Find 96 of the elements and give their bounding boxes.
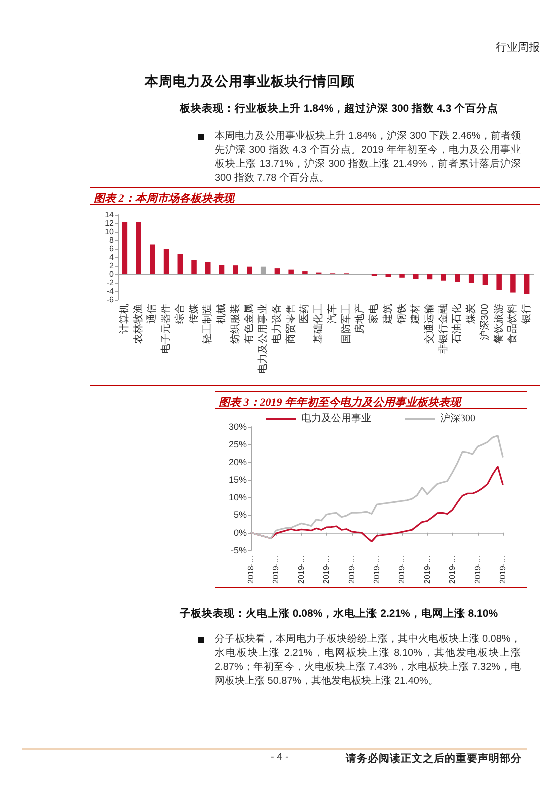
text: 本周电力及公用事业板块上升 1.84%，沪深 300 下跌 2.46%，前者领先沪深 300 指数 4.3 个百分点。2019 年年初至今，电力及公用事业板块上涨 13.71%，沪深 300 指数上涨 21.49%，前者累计落后沪深 300 指数 7.78 个百分点。 (215, 130, 521, 186)
y-tick-label: -5% (230, 546, 247, 556)
y-tick-label: 10% (228, 492, 247, 503)
x-tick-label: 通信 (146, 304, 158, 324)
bar (247, 266, 252, 274)
x-tick-label: 煤炭 (465, 304, 478, 324)
text: 子板块表现：火电上涨 0.08%，水电上涨 2.21%，电网上涨 8.10% (180, 607, 498, 621)
x-tick-label: 餐饮旅游 (492, 304, 505, 344)
x-tick-label: 电力设备 (270, 304, 283, 344)
bar (455, 274, 460, 282)
x-tick-label: 2019-… (322, 556, 332, 584)
text: - 4 - (271, 752, 289, 763)
x-tick-label: 2019-… (422, 556, 432, 584)
x-tick-label: 轻工制造 (202, 304, 214, 344)
x-tick-label: 纺织服装 (229, 304, 242, 344)
y-tick-label: 2 (110, 262, 115, 270)
bar (136, 222, 142, 274)
bar (122, 222, 128, 274)
x-tick-label: 2019-… (498, 556, 508, 584)
x-tick-label: 机械 (216, 304, 228, 324)
bar (192, 260, 197, 274)
text: 本周电力及公用事业板块行情回顾 (145, 73, 355, 91)
bar (233, 266, 238, 274)
x-tick-label: 电子元器件 (160, 304, 172, 354)
x-tick-label: 2019-… (272, 556, 281, 584)
legend-label: 电力及公用事业 (302, 412, 372, 424)
bar (302, 272, 308, 274)
x-tick-label: 非银行金融 (437, 304, 450, 354)
x-tick-label: 银行 (522, 304, 533, 325)
x-tick-label: 交通运输 (424, 304, 436, 344)
y-tick-label: 12 (105, 219, 115, 228)
y-tick-label: -6 (106, 296, 115, 304)
chart-title: 图表 2：本周市场各板块表现 (94, 193, 234, 205)
x-tick-label: 2019-… (473, 556, 482, 584)
y-tick-label: 30% (228, 422, 247, 432)
x-tick-label: 2019-… (448, 556, 458, 584)
x-tick-label: 2019-… (296, 556, 306, 584)
bar (400, 274, 405, 278)
y-tick-label: 8 (110, 236, 115, 245)
x-tick-label: 农林牧渔 (132, 304, 144, 344)
y-tick-label: -2 (106, 278, 115, 288)
y-tick-label: 20% (228, 457, 247, 468)
legend-label: 沪深300 (440, 412, 476, 424)
x-tick-label: 2019-… (372, 556, 382, 584)
y-tick-label: 0% (234, 528, 247, 538)
y-tick-label: 6 (110, 244, 115, 254)
x-tick-label: 计算机 (118, 304, 130, 334)
bar (427, 274, 433, 280)
bar (219, 265, 225, 274)
bar (468, 274, 474, 284)
x-tick-label: 建材 (410, 304, 422, 325)
x-tick-label: 综合 (174, 304, 186, 324)
y-tick-label: 10 (105, 228, 115, 236)
x-tick-label: 建筑 (382, 304, 394, 325)
bar (482, 274, 488, 286)
x-tick-label: 沪深300 (478, 304, 491, 341)
text: 请务必阅读正文之后的重要声明部分 (346, 752, 522, 766)
x-tick-label: 2019-… (347, 556, 356, 584)
text: 分子板块看，本周电力子板块纷纷上涨，其中火电板块上涨 0.08%，水电板块上涨 2.21%，电网板块上涨 8.10%，其他发电板块上涨 2.87%；年初至今，火电板块上涨 7.43%，水电板块上涨 7.32%，电网板块上涨 50.87%，其他发电板块上涨 21.40%。 (215, 633, 521, 689)
x-tick-label: 钢铁 (396, 304, 408, 325)
text: 行业周报 (496, 41, 540, 55)
y-tick-label: 15% (228, 474, 247, 485)
bar (441, 274, 446, 281)
bar (206, 262, 211, 274)
bar (178, 254, 184, 274)
x-tick-label: 2019-… (398, 556, 407, 584)
bar (386, 274, 392, 278)
y-tick-label: 5% (234, 510, 247, 520)
bar (288, 270, 294, 274)
y-tick-label: 14 (105, 210, 115, 220)
x-tick-label: 传媒 (188, 304, 200, 324)
x-tick-label: 石油石化 (451, 304, 464, 344)
bar (150, 244, 156, 274)
x-tick-label: 有色金属 (243, 304, 256, 344)
y-tick-label: 4 (110, 253, 115, 262)
bar (496, 274, 502, 290)
text: 板块表现：行业板块上升 1.84%，超过沪深 300 指数 4.3 个百分点 (180, 102, 498, 116)
bar (274, 268, 280, 274)
x-tick-label: 房地产 (354, 304, 366, 334)
bar (414, 274, 419, 280)
x-tick-label: 基础化工 (312, 304, 325, 344)
x-tick-label: 家电 (368, 304, 380, 324)
y-tick-label: -4 (106, 287, 115, 296)
bar (510, 274, 516, 293)
x-tick-label: 医药 (298, 304, 311, 324)
x-tick-label: 汽车 (326, 304, 338, 324)
y-tick-label: 25% (228, 440, 247, 450)
y-tick-label: 0 (110, 270, 115, 279)
x-tick-label: 商贸零售 (284, 304, 297, 344)
bar (524, 274, 530, 294)
x-tick-label: 国防军工 (340, 304, 352, 344)
x-tick-label: 电力及公用事业 (257, 304, 270, 374)
x-tick-label: 食品饮料 (506, 304, 519, 344)
x-tick-label: 2018-… (246, 556, 256, 584)
bar (164, 249, 170, 274)
chart-title: 图表 3：2019 年年初至今电力及公用事业板块表现 (219, 397, 461, 409)
